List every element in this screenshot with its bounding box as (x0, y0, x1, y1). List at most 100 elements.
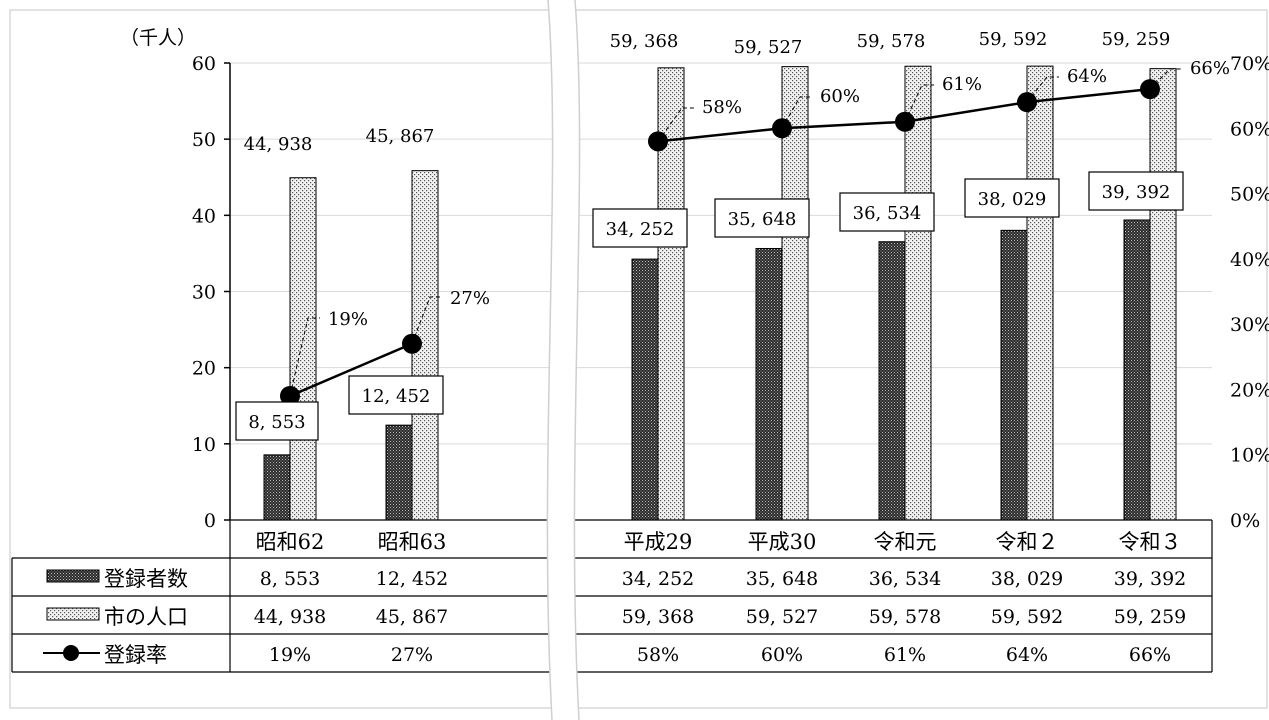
label-registered-box (592, 208, 688, 248)
y-tick-label-left: 10 (192, 434, 216, 456)
table-cell: 59, 578 (869, 606, 942, 628)
label-registered: 36, 534 (853, 203, 922, 224)
table-cell: 35, 648 (746, 568, 819, 590)
table-cell: 34, 252 (622, 568, 695, 590)
table-cell: 19% (269, 644, 311, 666)
y-tick-label-left: 0 (204, 510, 216, 532)
label-registered: 35, 648 (728, 209, 797, 230)
label-population: 59, 592 (979, 29, 1048, 50)
bar-population (1149, 68, 1177, 521)
table-cell: 38, 029 (991, 568, 1064, 590)
plot-frame (9, 9, 1268, 709)
bar-registered (263, 454, 291, 521)
table-cell: 60% (761, 644, 803, 666)
table-cell: 8, 553 (260, 568, 320, 590)
legend-key-rate-marker (63, 645, 79, 661)
y-tick-label-right: 0% (1230, 510, 1260, 532)
label-rate: 19% (328, 309, 368, 330)
label-population: 59, 527 (734, 37, 803, 58)
y-tick-label-right: 40% (1230, 249, 1269, 271)
row-label-population: 市の人口 (104, 605, 188, 629)
x-category-label: 令和元 (874, 530, 937, 554)
rate-leader (289, 317, 320, 397)
label-registered-box (348, 375, 444, 415)
y-tick-label-right: 50% (1230, 184, 1269, 206)
label-registered-box (714, 198, 810, 238)
x-category-label: 令和３ (1119, 530, 1182, 554)
label-rate: 64% (1067, 66, 1107, 87)
table-cell: 59, 368 (622, 606, 695, 628)
table-cell: 12, 452 (376, 568, 449, 590)
label-registered: 34, 252 (606, 219, 675, 240)
bar-registered (878, 241, 906, 521)
table-cell: 36, 534 (869, 568, 942, 590)
y-tick-label-left: 50 (192, 129, 216, 151)
y-tick-label-right: 30% (1230, 314, 1269, 336)
label-population: 59, 259 (1102, 29, 1171, 50)
table-cell: 59, 527 (746, 606, 819, 628)
legend-key-population (46, 607, 100, 621)
rate-leader (411, 296, 442, 344)
x-category-label: 平成29 (624, 530, 693, 554)
label-population: 44, 938 (244, 134, 313, 155)
label-rate: 61% (942, 74, 982, 95)
label-population: 45, 867 (366, 126, 435, 147)
y-tick-label-right: 20% (1230, 379, 1269, 401)
label-rate: 66% (1190, 58, 1230, 79)
data-labels: 44, 938 45, 867 59, 368 59, 527 59, 578 59, 5… (235, 29, 1230, 441)
bar-population (289, 177, 317, 521)
label-rate: 60% (820, 86, 860, 107)
bar-population (1026, 65, 1054, 521)
label-registered-box (1088, 171, 1184, 211)
y-tick-label-left: 30 (192, 282, 216, 304)
rate-leader (1149, 68, 1182, 90)
row-label-registered: 登録者数 (104, 567, 188, 591)
rate-leader (657, 107, 694, 142)
bars (263, 65, 1177, 521)
y-tick-label-right: 10% (1230, 445, 1269, 467)
label-registered: 38, 029 (978, 189, 1047, 210)
table-cell: 27% (391, 644, 433, 666)
bar-registered (1000, 229, 1028, 521)
axis-break-edge (573, 0, 581, 720)
y-axis-unit: （千人） (120, 27, 196, 49)
table-cell: 44, 938 (254, 606, 327, 628)
y-tick-label-right: 60% (1230, 118, 1269, 140)
label-registered-box (964, 178, 1060, 218)
axes: 0 10 20 30 40 50 60 0% 10% 20% 30% 40% 50% 60% 70% （千人） (120, 27, 1269, 532)
y-tick-label-left: 60 (192, 53, 216, 75)
x-category-label: 平成30 (748, 530, 817, 554)
table-cell: 64% (1006, 644, 1048, 666)
label-rate: 58% (702, 97, 742, 118)
table-cell: 61% (884, 644, 926, 666)
label-population: 59, 368 (610, 31, 679, 52)
axis-break-edge (546, 0, 554, 720)
x-category-label: 昭和62 (256, 530, 325, 554)
table-cell: 45, 867 (376, 606, 449, 628)
label-registered-box (839, 192, 935, 232)
bar-registered (1123, 219, 1151, 521)
label-population: 59, 578 (857, 31, 926, 52)
x-category-label: 令和２ (996, 530, 1059, 554)
outer-border (9, 9, 1268, 709)
table-cell: 58% (637, 644, 679, 666)
table-cell: 39, 392 (1114, 568, 1187, 590)
label-rate: 27% (450, 288, 490, 309)
x-category-label: 昭和63 (378, 530, 447, 554)
axis-break-gap (547, 0, 580, 720)
y-tick-label-right: 70% (1230, 53, 1269, 75)
label-registered: 8, 553 (248, 412, 305, 433)
bar-registered (631, 258, 659, 521)
legend-key-registered (46, 569, 100, 583)
y-tick-label-left: 40 (192, 205, 216, 227)
bar-registered (755, 247, 783, 521)
axis-break (546, 0, 581, 720)
label-registered: 12, 452 (362, 386, 431, 407)
bar-population (904, 65, 932, 521)
label-registered-box (235, 401, 319, 441)
table-cell: 66% (1129, 644, 1171, 666)
table-cell: 59, 259 (1114, 606, 1187, 628)
row-label-rate: 登録率 (104, 643, 167, 667)
